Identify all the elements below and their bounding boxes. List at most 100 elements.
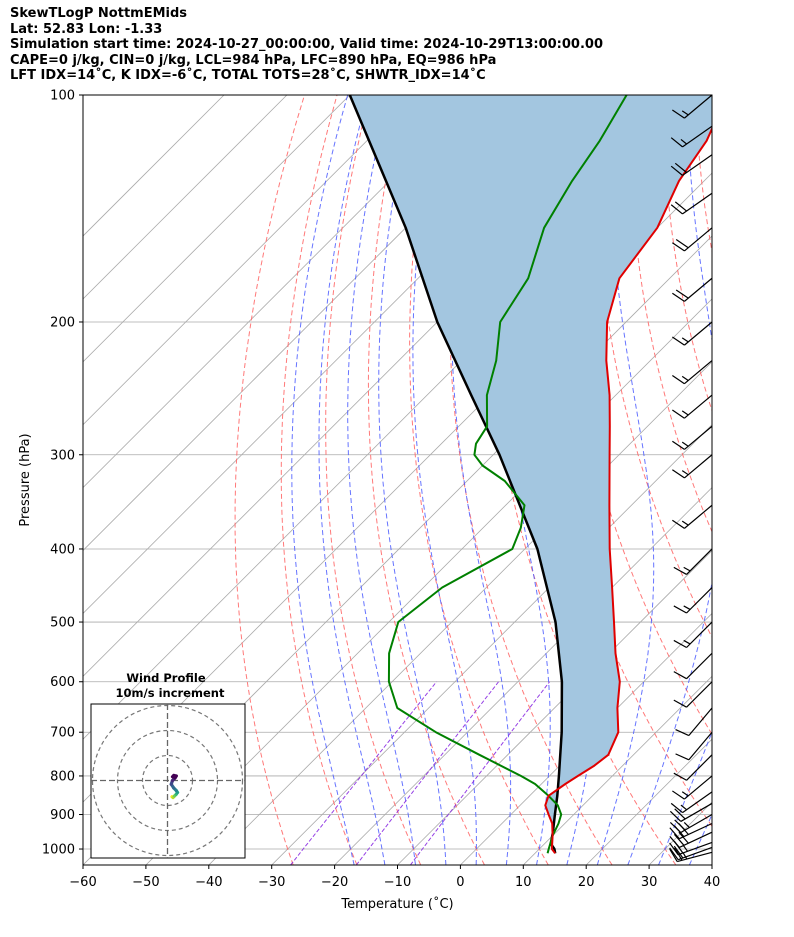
x-tick-label: −30 — [258, 875, 285, 890]
x-tick-label: 10 — [515, 875, 532, 890]
dry-adiabat — [694, 95, 712, 255]
dry-adiabat — [595, 95, 712, 639]
isotherm-line — [83, 95, 351, 363]
wind-barb-flag — [673, 671, 687, 680]
y-tick-label: 800 — [50, 769, 75, 784]
axes: −60 −50 −40 −30 −20 −10 0 10 20 30 40 100 200 300 400 5… — [42, 89, 720, 891]
moist-adiabat — [627, 95, 712, 865]
wind-barb-shaft — [682, 791, 713, 814]
figure-title: SkewTLogP NottmEMids — [10, 6, 188, 21]
x-tick-label: 20 — [578, 875, 595, 890]
wind-barb — [673, 621, 713, 649]
mixing-ratio-line — [355, 681, 499, 865]
wind-barb — [673, 754, 713, 781]
figure-header: SkewTLogP NottmEMids Lat: 52.83 Lon: -1.… — [10, 6, 603, 84]
y-tick-label: 500 — [50, 616, 75, 631]
y-tick-label: 700 — [50, 726, 75, 741]
wind-barb-flag — [674, 162, 687, 173]
wind-barb-flag — [675, 753, 690, 761]
x-tick-label: 30 — [641, 875, 658, 890]
wind-barb-shaft — [680, 814, 713, 834]
wind-barb-flag — [672, 336, 685, 346]
wind-barb — [672, 94, 713, 119]
wind-barb-shaft — [682, 192, 713, 215]
wind-barb-flag — [672, 242, 685, 252]
wind-barb — [675, 707, 713, 737]
wind-barb — [673, 548, 713, 575]
x-tick-label: −50 — [132, 875, 159, 890]
indices-line-1: CAPE=0 j/kg, CIN=0 j/kg, LCL=984 hPa, LF… — [10, 52, 497, 68]
wind-barb-shaft — [684, 504, 713, 529]
wind-barb-flag — [669, 836, 680, 848]
wind-barb-flag — [672, 409, 685, 419]
wind-barb — [673, 652, 713, 680]
wind-barb — [672, 504, 713, 529]
wind-barb-half-flag — [681, 110, 689, 116]
wind-barb-shaft — [682, 154, 713, 176]
wind-barb-flag — [673, 772, 687, 781]
moist-adiabat — [412, 95, 477, 865]
wind-barb-flag — [670, 137, 683, 148]
wind-barb-flag — [675, 289, 689, 299]
y-tick-label: 1000 — [42, 843, 75, 858]
wind-barb — [669, 831, 713, 848]
isotherm-line — [83, 95, 476, 489]
x-tick-label: 0 — [456, 875, 464, 890]
wind-barb-flag — [673, 605, 687, 614]
wind-barb-flag — [672, 469, 685, 479]
wind-barb-shaft — [686, 754, 713, 781]
wind-barb — [670, 154, 713, 176]
x-tick-label: −40 — [195, 875, 222, 890]
wind-barb-flag — [673, 699, 687, 708]
wind-barb-flag — [669, 848, 678, 862]
location-line: Lat: 52.83 Lon: -1.33 — [10, 21, 163, 37]
isotherm-line — [83, 95, 288, 300]
wind-barb — [670, 791, 713, 814]
wind-barb-shaft — [677, 841, 713, 856]
inset-title: Wind Profile — [126, 671, 206, 685]
wind-barb-flag — [678, 831, 689, 844]
wind-barb-flag — [669, 821, 682, 833]
y-tick-label: 400 — [50, 542, 75, 557]
wind-barb-half-flag — [681, 337, 689, 343]
wind-barb-half-flag — [681, 520, 689, 526]
wind-barb-flag — [674, 808, 686, 820]
indices-line-2: LFT IDX=14˚C, K IDX=-6˚C, TOTAL TOTS=28˚… — [10, 68, 486, 84]
dry-adiabat — [728, 95, 794, 865]
x-tick-label: −60 — [69, 875, 96, 890]
wind-barb — [673, 681, 713, 708]
wind-barb — [672, 425, 713, 450]
wind-barb-flag — [670, 204, 683, 215]
isotherm-line — [523, 675, 712, 865]
wind-barb-flag — [669, 842, 679, 856]
wind-barb-shaft — [688, 731, 713, 761]
dry-adiabat — [367, 95, 485, 865]
wind-barb-flag — [673, 566, 687, 575]
wind-barb-flag — [669, 827, 680, 840]
time-line: Simulation start time: 2024-10-27_00:00:… — [10, 37, 603, 53]
wind-barb — [670, 192, 713, 215]
wind-barb — [672, 454, 713, 479]
wind-barb — [672, 360, 713, 385]
hodograph-segment — [170, 773, 176, 779]
y-axis-label: Pressure (hPa) — [18, 433, 33, 526]
isotherm-line — [334, 487, 712, 865]
wind-barb-shaft — [684, 775, 713, 800]
wind-barb-shaft — [686, 681, 713, 708]
wind-barb-shaft — [684, 360, 713, 385]
moist-adiabat — [347, 95, 416, 865]
wind-barb-flag — [672, 519, 685, 529]
wind-barb-flag — [675, 239, 689, 249]
wind-barb — [669, 845, 713, 861]
x-axis-label: Temperature (˚C) — [340, 896, 453, 912]
isotherm-line — [711, 864, 712, 865]
y-tick-label: 200 — [50, 315, 75, 330]
moist-adiabat — [720, 95, 794, 865]
wind-barb-flag — [672, 790, 685, 800]
wind-barb-shaft — [686, 621, 713, 648]
wind-barb-flag — [669, 810, 682, 822]
wind-barb — [672, 775, 713, 800]
dry-adiabat — [409, 95, 549, 865]
wind-barb-shaft — [684, 454, 713, 479]
